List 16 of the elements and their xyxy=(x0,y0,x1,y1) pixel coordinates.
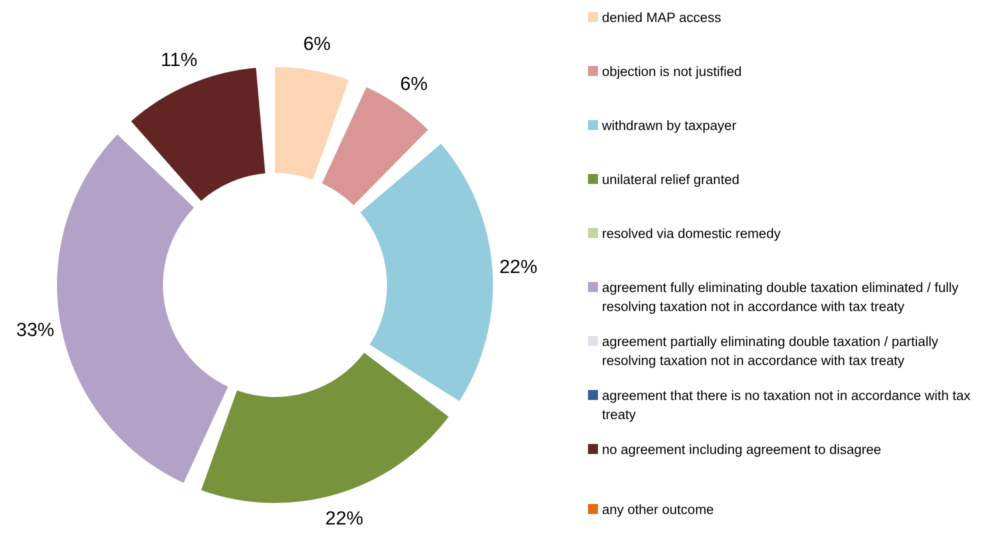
legend-label: unilateral relief granted xyxy=(602,171,740,189)
data-label: 6% xyxy=(400,74,428,95)
data-label: 22% xyxy=(499,257,538,278)
data-label: 22% xyxy=(325,508,364,530)
legend-label: agreement fully eliminating double taxation eliminated / fully resolving taxation not in accordance with tax treaty xyxy=(602,279,960,316)
legend-label: resolved via domestic remedy xyxy=(602,225,781,243)
data-label: 6% xyxy=(303,34,331,56)
data-label: 11% xyxy=(160,50,198,72)
legend-label: denied MAP access xyxy=(602,9,722,27)
legend-label: any other outcome xyxy=(602,501,714,519)
legend-label: agreement partially eliminating double taxation / partially resolving taxation not in accordance with tax treaty xyxy=(602,333,940,370)
legend-label: no agreement including agreement to disagree xyxy=(602,441,882,459)
legend-label: agreement that there is no taxation not in accordance with tax treaty xyxy=(602,387,972,424)
legend-label: withdrawn by taxpayer xyxy=(602,117,736,135)
data-label: 33% xyxy=(16,320,54,342)
legend-label: objection is not justified xyxy=(602,63,742,81)
